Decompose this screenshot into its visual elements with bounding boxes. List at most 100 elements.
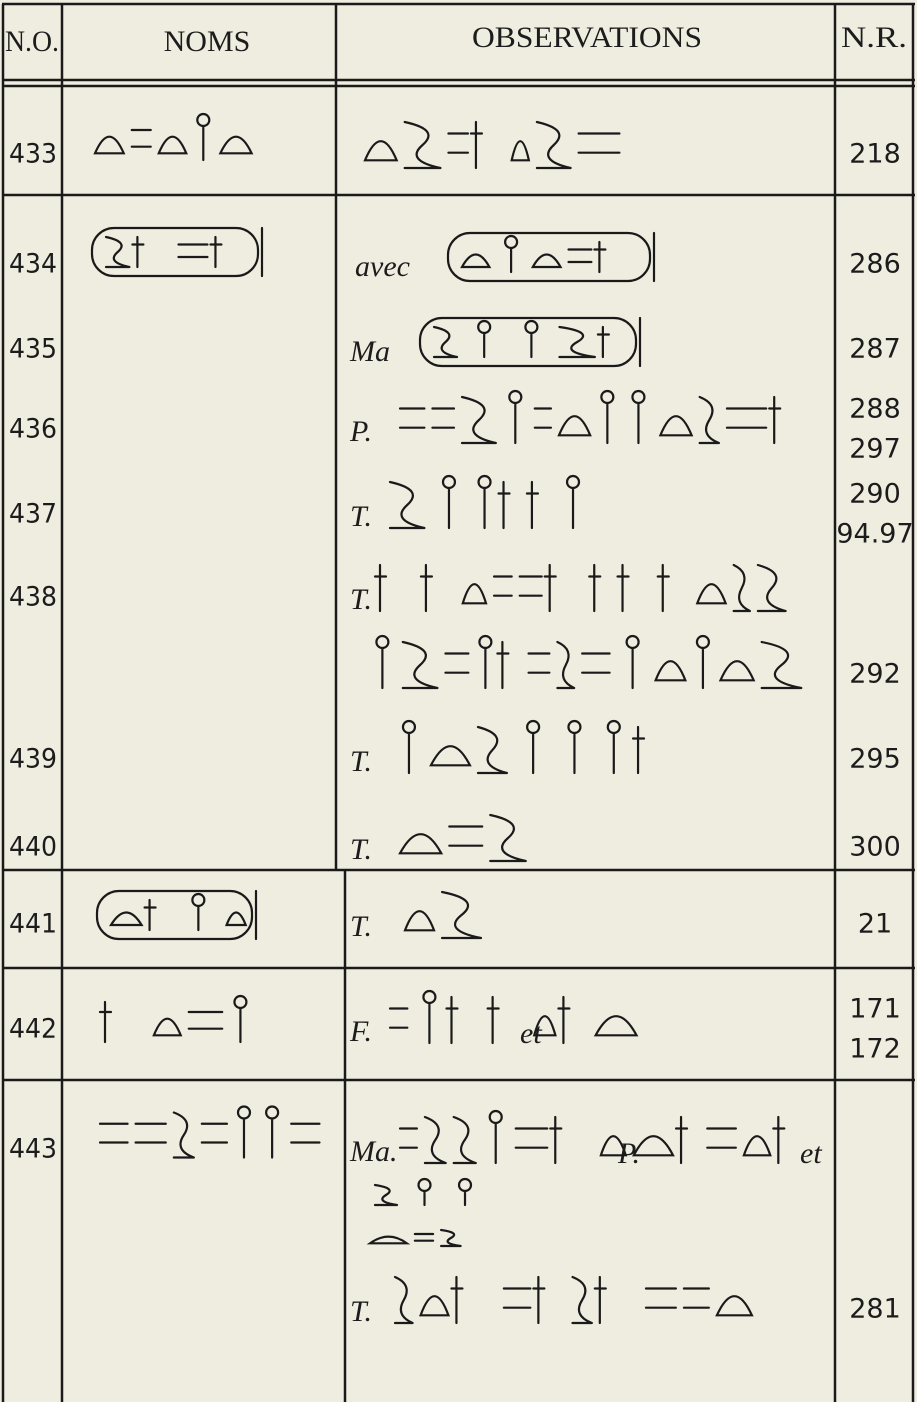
hieroglyph bbox=[526, 719, 541, 775]
reference-number: 281 bbox=[849, 1294, 901, 1325]
cartouche bbox=[95, 889, 254, 941]
hieroglyph bbox=[557, 995, 571, 1045]
prefix: T. bbox=[350, 1295, 372, 1328]
hieroglyph bbox=[477, 474, 492, 530]
hieroglyph bbox=[441, 474, 457, 530]
header-cell: N.R. bbox=[841, 21, 907, 54]
hieroglyph bbox=[177, 243, 209, 259]
hieroglyph bbox=[510, 140, 531, 162]
hieroglyph-group bbox=[388, 989, 639, 1045]
hieroglyph bbox=[496, 640, 510, 690]
hieroglyph bbox=[98, 1122, 129, 1144]
hieroglyph bbox=[423, 1115, 447, 1165]
prefix: T. bbox=[350, 910, 372, 943]
hieroglyph bbox=[772, 1115, 786, 1165]
hieroglyph bbox=[616, 563, 630, 613]
reference-number: 218 bbox=[849, 139, 901, 170]
hieroglyph-group bbox=[432, 319, 610, 359]
hieroglyph bbox=[656, 563, 670, 613]
hieroglyph bbox=[209, 235, 223, 269]
hieroglyph bbox=[157, 135, 188, 155]
hieroglyph bbox=[478, 634, 493, 690]
entry-number: 436 bbox=[9, 414, 57, 445]
hieroglyph bbox=[191, 892, 206, 932]
hieroglyph bbox=[417, 1177, 432, 1207]
hieroglyph bbox=[518, 575, 543, 597]
hieroglyph bbox=[715, 1295, 754, 1317]
hieroglyph bbox=[363, 140, 399, 162]
hieroglyph bbox=[682, 1287, 710, 1309]
entry-number: 438 bbox=[9, 582, 57, 613]
header-cell: OBSERVATIONS bbox=[472, 21, 702, 54]
hieroglyph bbox=[508, 389, 523, 445]
hieroglyph bbox=[172, 1111, 195, 1159]
hieroglyph bbox=[556, 640, 576, 690]
hieroglyph bbox=[432, 325, 459, 359]
hieroglyph bbox=[130, 128, 152, 148]
cartouche bbox=[90, 226, 260, 278]
hieroglyph bbox=[581, 652, 611, 674]
reference-number: 295 bbox=[849, 744, 901, 775]
hieroglyph bbox=[532, 1015, 557, 1037]
hieroglyph bbox=[593, 240, 607, 274]
hieroglyph bbox=[403, 910, 436, 932]
hieroglyph bbox=[469, 120, 484, 170]
reference-number: 292 bbox=[849, 659, 901, 690]
reference-number: 287 bbox=[849, 334, 901, 365]
hieroglyph bbox=[577, 132, 621, 154]
hieroglyph bbox=[419, 563, 434, 613]
hieroglyph-group bbox=[363, 120, 621, 170]
prefix: P. bbox=[349, 415, 372, 448]
hieroglyph bbox=[398, 407, 426, 429]
hieroglyph bbox=[718, 660, 756, 682]
reference-number: 290 bbox=[849, 479, 901, 510]
hieroglyph-group bbox=[109, 892, 248, 932]
hieroglyph bbox=[486, 995, 500, 1045]
header-cell: NOMS bbox=[164, 25, 251, 58]
prefix: Ma bbox=[349, 335, 390, 368]
hieroglyph bbox=[440, 1228, 462, 1248]
hieroglyph bbox=[732, 563, 751, 613]
hieroglyph bbox=[599, 1135, 628, 1157]
entry-number: 441 bbox=[9, 909, 57, 940]
prefix: T. bbox=[350, 833, 372, 866]
hieroglyph bbox=[593, 1275, 607, 1325]
hieroglyph bbox=[565, 474, 581, 530]
hieroglyph bbox=[695, 583, 728, 605]
hieroglyph bbox=[401, 640, 439, 690]
hieroglyph bbox=[460, 253, 492, 269]
hieroglyph bbox=[187, 1010, 224, 1030]
hieroglyph bbox=[504, 234, 519, 274]
hieroglyph bbox=[654, 660, 687, 682]
hieroglyph bbox=[143, 898, 157, 932]
hieroglyph-group bbox=[388, 474, 581, 530]
entry-number: 442 bbox=[9, 1014, 57, 1045]
hieroglyph bbox=[571, 1275, 593, 1325]
hieroglyph bbox=[109, 911, 144, 927]
entry-number: 434 bbox=[9, 249, 57, 280]
hieroglyph bbox=[742, 1135, 772, 1157]
hieroglyph bbox=[488, 1109, 503, 1165]
hieroglyph-group bbox=[98, 994, 248, 1044]
hieroglyph bbox=[93, 135, 126, 155]
hieroglyph bbox=[422, 989, 437, 1045]
hieroglyph bbox=[373, 563, 388, 613]
hieroglyph bbox=[134, 1122, 167, 1144]
reference-number: 94.97 bbox=[836, 519, 913, 550]
entry-number: 440 bbox=[9, 832, 57, 863]
hieroglyph bbox=[567, 719, 582, 775]
hieroglyph bbox=[461, 583, 488, 605]
hieroglyph-group bbox=[104, 235, 223, 269]
hieroglyph bbox=[236, 1105, 252, 1159]
hieroglyph-group bbox=[398, 1109, 786, 1165]
hieroglyph bbox=[419, 1295, 451, 1317]
hieroglyph bbox=[695, 634, 711, 690]
hieroglyph-group bbox=[398, 389, 782, 445]
reference-number: 21 bbox=[858, 909, 892, 940]
hieroglyph bbox=[440, 890, 483, 940]
hieroglyph bbox=[549, 1115, 563, 1165]
hieroglyph bbox=[706, 1127, 737, 1149]
reference-number: 286 bbox=[849, 249, 901, 280]
hieroglyph-group bbox=[373, 563, 787, 613]
